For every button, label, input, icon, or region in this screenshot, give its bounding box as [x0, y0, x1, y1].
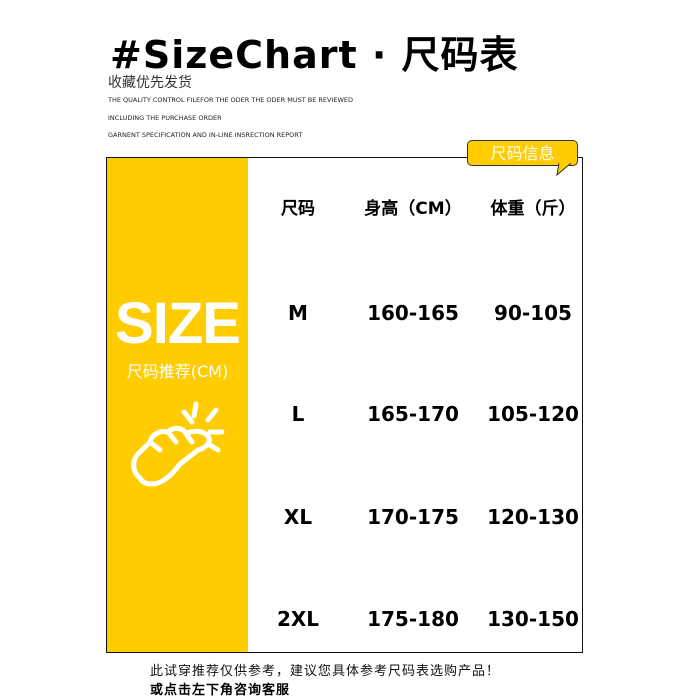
subtitle: 收藏优先发货 — [108, 75, 192, 91]
size-sidebar — [107, 158, 248, 652]
cell-height: 170-175 — [367, 505, 459, 529]
bubble-tail — [556, 163, 572, 177]
cell-weight: 90-105 — [494, 301, 572, 325]
cell-size: M — [288, 301, 308, 325]
cell-weight: 105-120 — [487, 402, 579, 426]
info-line: THE QUALITY CONTROL FILEFOR THE ODER THE… — [108, 96, 354, 104]
cell-size: XL — [283, 505, 313, 529]
footer-note: 此试穿推荐仅供参考，建议您具体参考尺码表选购产品！ — [150, 664, 501, 679]
cell-height: 160-165 — [367, 301, 459, 325]
cell-size: L — [291, 402, 305, 426]
footer-contact: 或点击左下角咨询客服 — [150, 683, 291, 698]
header-size: 尺码 — [281, 199, 315, 219]
size-table-frame — [106, 157, 583, 653]
cell-height: 175-180 — [367, 607, 459, 631]
size-recommend-label: 尺码推荐(CM) — [126, 362, 229, 381]
cell-height: 165-170 — [367, 402, 459, 426]
header-weight: 体重（斤） — [490, 199, 576, 219]
size-info-bubble: 尺码信息 — [467, 140, 578, 166]
info-line: INCLUDING THE PURCHASE ORDER — [108, 114, 222, 122]
cell-weight: 130-150 — [487, 607, 579, 631]
tapping-hand-icon — [131, 401, 225, 487]
cell-weight: 120-130 — [487, 505, 579, 529]
info-line: GARNENT SPECIFICATION AND IN-LINE INSREC… — [108, 131, 303, 139]
page-title: #SizeChart · 尺码表 — [110, 33, 519, 77]
size-word: SIZE — [115, 291, 241, 356]
header-height: 身高（CM） — [364, 199, 462, 219]
cell-size: 2XL — [276, 607, 320, 631]
